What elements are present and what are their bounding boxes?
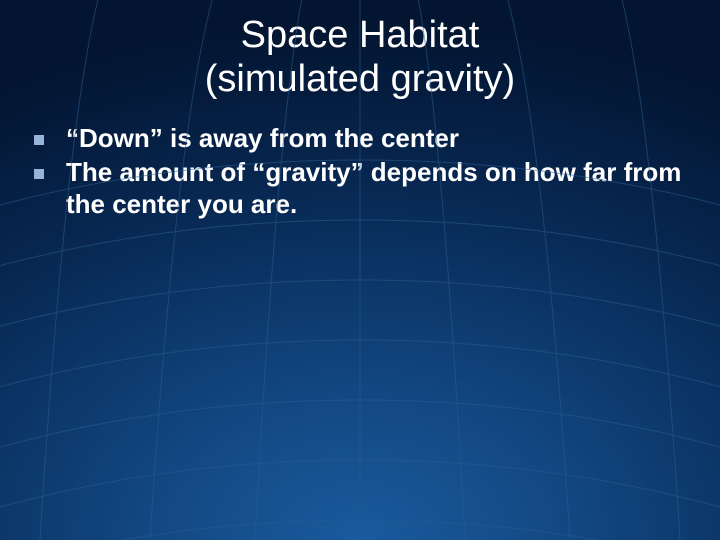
square-bullet-icon [34,135,44,145]
slide-body: “Down” is away from the center The amoun… [0,101,720,220]
slide: Space Habitat (simulated gravity) “Down”… [0,0,720,540]
bullet-text: “Down” is away from the center [66,123,692,155]
square-bullet-icon [34,169,44,179]
slide-title: Space Habitat (simulated gravity) [0,0,720,101]
title-line-1: Space Habitat [241,14,480,56]
bullet-item: “Down” is away from the center [28,123,692,155]
bullet-text: The amount of “gravity” depends on how f… [66,157,692,220]
bullet-item: The amount of “gravity” depends on how f… [28,157,692,220]
title-line-2: (simulated gravity) [205,58,515,100]
